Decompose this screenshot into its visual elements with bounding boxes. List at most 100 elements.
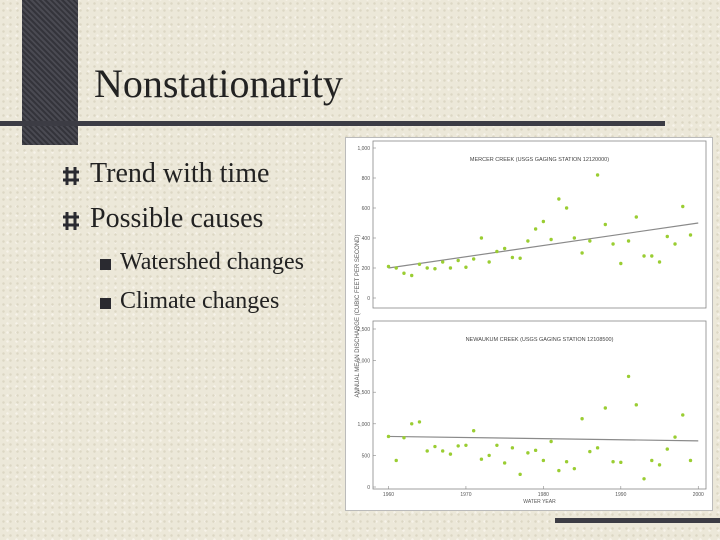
plot-frame bbox=[372, 320, 707, 490]
plot-frame bbox=[372, 140, 707, 309]
data-point bbox=[572, 466, 577, 471]
data-point bbox=[681, 204, 685, 209]
data-point bbox=[688, 458, 693, 463]
sub-bullet-icon bbox=[100, 259, 111, 270]
data-point bbox=[634, 403, 639, 407]
data-point bbox=[533, 448, 538, 453]
data-point bbox=[603, 406, 608, 410]
sub-bullet-icon bbox=[100, 298, 111, 309]
data-point bbox=[673, 242, 677, 246]
data-point bbox=[626, 374, 631, 379]
data-point bbox=[595, 446, 600, 450]
data-point bbox=[549, 439, 553, 444]
data-point bbox=[665, 234, 669, 239]
data-point bbox=[681, 413, 685, 417]
x-tick-label: 1990 bbox=[615, 492, 626, 498]
x-tick-label: 1960 bbox=[383, 492, 394, 498]
data-point bbox=[402, 271, 406, 275]
data-point bbox=[464, 265, 468, 269]
data-point bbox=[673, 435, 677, 439]
data-point bbox=[502, 246, 507, 251]
y-tick-label: 1,000 bbox=[357, 146, 370, 152]
data-point bbox=[464, 443, 468, 447]
data-point bbox=[657, 463, 662, 467]
data-point bbox=[580, 251, 584, 255]
data-point bbox=[487, 453, 491, 458]
data-point bbox=[688, 233, 693, 237]
data-point bbox=[417, 262, 422, 266]
data-point bbox=[657, 260, 662, 264]
y-tick-label: 2,500 bbox=[357, 327, 370, 333]
data-point bbox=[557, 468, 561, 473]
data-point bbox=[642, 477, 646, 481]
data-point bbox=[611, 460, 615, 464]
title-rule bbox=[0, 121, 665, 126]
data-point bbox=[479, 236, 484, 240]
y-tick-label: 200 bbox=[362, 266, 371, 272]
y-tick-label: 1,500 bbox=[357, 390, 370, 396]
x-axis-label: WATER YEAR bbox=[523, 499, 556, 505]
y-tick-label: 1,000 bbox=[357, 422, 370, 428]
data-point bbox=[526, 451, 530, 455]
data-point bbox=[642, 254, 646, 258]
data-point bbox=[456, 258, 460, 263]
bullet-icon bbox=[63, 212, 79, 230]
data-point bbox=[650, 458, 654, 463]
data-point bbox=[603, 222, 608, 227]
data-point bbox=[386, 434, 391, 439]
data-point bbox=[595, 173, 600, 177]
chart-title: NEWAUKUM CREEK (USGS GAGING STATION 1210… bbox=[466, 337, 614, 343]
data-point bbox=[448, 266, 453, 270]
data-point bbox=[665, 447, 669, 451]
slide-title: Nonstationarity bbox=[94, 61, 343, 106]
data-point bbox=[619, 460, 623, 465]
data-point bbox=[487, 260, 491, 264]
data-point bbox=[572, 236, 577, 240]
data-point bbox=[456, 444, 460, 448]
figure: MERCER CREEK (USGS GAGING STATION 121200… bbox=[345, 137, 713, 511]
data-point bbox=[495, 443, 499, 447]
sub-bullet: Watershed changes bbox=[120, 249, 304, 275]
data-point bbox=[410, 422, 414, 426]
y-tick-label: 600 bbox=[362, 206, 371, 212]
data-point bbox=[495, 249, 499, 254]
data-point bbox=[479, 457, 484, 461]
data-point bbox=[564, 206, 569, 210]
data-point bbox=[440, 260, 445, 264]
trend-line bbox=[388, 435, 699, 442]
data-point bbox=[471, 257, 476, 261]
data-point bbox=[433, 267, 437, 271]
data-point bbox=[394, 458, 398, 463]
y-tick-label: 0 bbox=[367, 296, 370, 302]
data-point bbox=[402, 436, 406, 440]
data-point bbox=[634, 215, 639, 219]
data-point bbox=[471, 429, 476, 433]
bottom-rule bbox=[555, 518, 720, 523]
data-point bbox=[386, 264, 391, 269]
data-point bbox=[518, 472, 522, 477]
trend-line bbox=[388, 222, 699, 269]
data-point bbox=[564, 460, 569, 464]
data-point bbox=[541, 219, 546, 224]
y-tick-label: 800 bbox=[362, 176, 371, 182]
data-point bbox=[533, 227, 538, 231]
data-point bbox=[425, 266, 429, 270]
data-point bbox=[619, 261, 623, 266]
chart-title: MERCER CREEK (USGS GAGING STATION 121200… bbox=[470, 157, 609, 163]
sub-bullet: Climate changes bbox=[120, 288, 280, 314]
x-tick-label: 1980 bbox=[538, 492, 549, 498]
data-point bbox=[549, 237, 553, 242]
data-point bbox=[588, 449, 592, 454]
data-point bbox=[588, 239, 592, 243]
bullet-icon bbox=[63, 167, 79, 185]
y-tick-label: 500 bbox=[362, 453, 371, 459]
data-point bbox=[433, 444, 437, 449]
data-point bbox=[510, 446, 515, 450]
data-point bbox=[580, 417, 584, 421]
x-tick-label: 2000 bbox=[693, 492, 704, 498]
y-tick-label: 2,000 bbox=[357, 359, 370, 365]
data-point bbox=[410, 273, 414, 278]
y-axis-label: ANNUAL MEAN DISCHARGE (CUBIC FEET PER SE… bbox=[355, 234, 361, 397]
data-point bbox=[626, 239, 631, 243]
bullet: Possible causes bbox=[90, 203, 264, 234]
